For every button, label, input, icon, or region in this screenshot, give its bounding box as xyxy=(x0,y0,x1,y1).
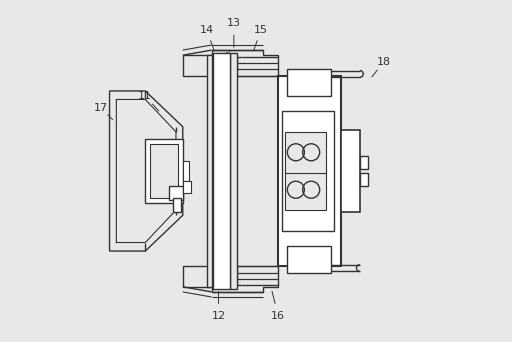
Bar xyxy=(282,111,334,231)
Bar xyxy=(360,173,369,186)
Polygon shape xyxy=(110,91,183,251)
Bar xyxy=(214,53,230,289)
Text: 12: 12 xyxy=(211,311,226,321)
Bar xyxy=(173,198,181,212)
Bar xyxy=(230,53,237,289)
Text: 13: 13 xyxy=(227,18,241,28)
Bar xyxy=(169,186,183,200)
Bar xyxy=(341,130,360,212)
Bar xyxy=(151,144,178,198)
Text: 16: 16 xyxy=(271,311,285,321)
Bar xyxy=(183,181,191,193)
Bar xyxy=(287,246,331,273)
Bar xyxy=(285,169,326,210)
Text: 17: 17 xyxy=(94,103,108,113)
Polygon shape xyxy=(183,266,278,292)
Bar xyxy=(287,69,331,96)
Text: 15: 15 xyxy=(254,25,268,35)
Bar xyxy=(207,55,212,287)
Bar xyxy=(183,161,189,181)
Polygon shape xyxy=(183,50,278,76)
Bar xyxy=(145,139,183,203)
Text: 14: 14 xyxy=(200,25,214,35)
Bar xyxy=(285,132,326,173)
Text: 11: 11 xyxy=(138,91,152,101)
Text: 18: 18 xyxy=(377,57,391,67)
Bar xyxy=(278,76,341,266)
Bar xyxy=(360,156,369,169)
